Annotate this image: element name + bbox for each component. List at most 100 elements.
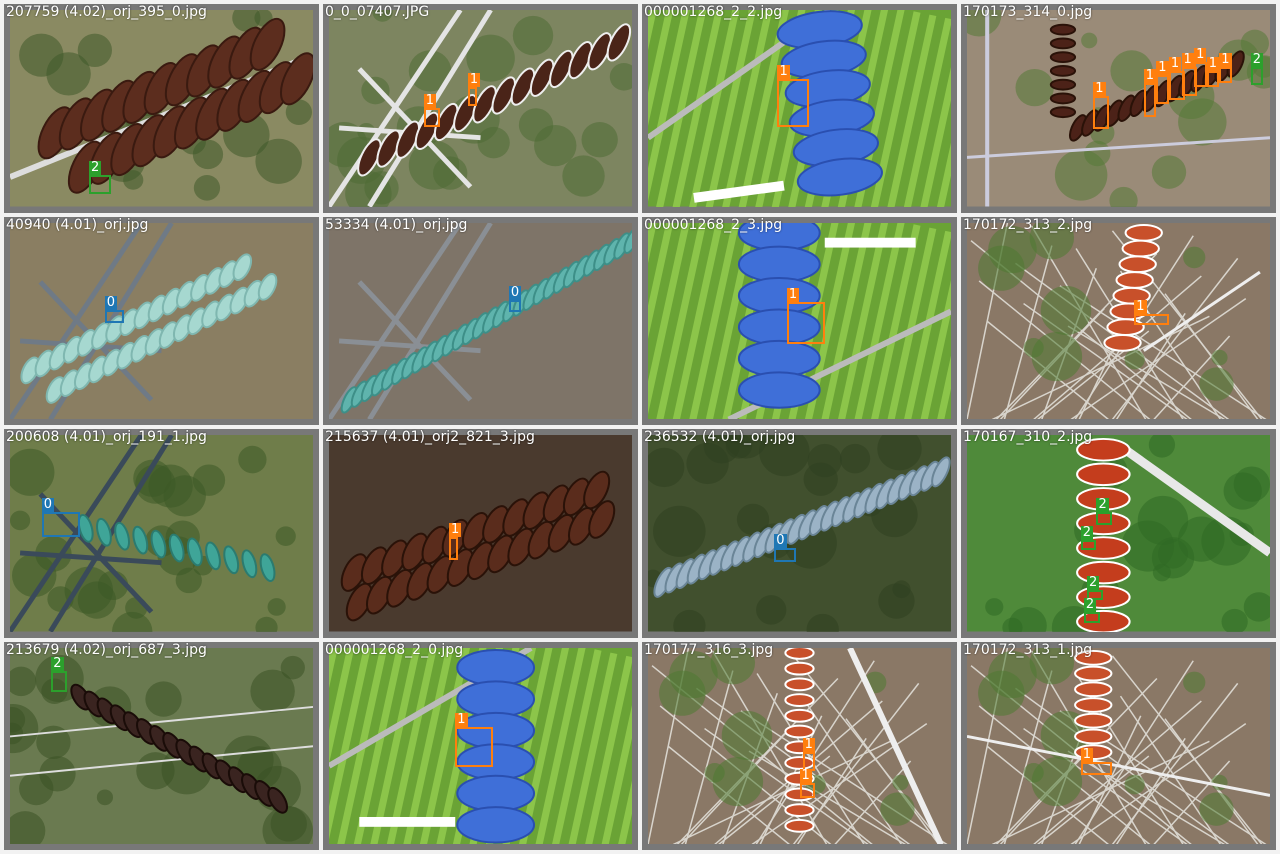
detection-class-label: 1 (455, 711, 468, 727)
tile-photo (10, 647, 313, 844)
detection-class-label: 2 (1250, 51, 1264, 67)
tile-photo (648, 647, 951, 844)
detection-class-label: 1 (1093, 80, 1106, 96)
detection-class-label: 1 (786, 286, 800, 302)
detection-class-label: 2 (1080, 524, 1093, 540)
detection-box: 1 (1156, 60, 1169, 105)
mosaic-tile: 0_0_07407.JPG 1 1 (323, 4, 638, 213)
detection-box: 1 (1219, 52, 1232, 84)
tile-filename: 170172_313_2.jpg (963, 216, 1093, 233)
tile-filename: 207759 (4.02)_orj_395_0.jpg (6, 4, 207, 20)
mosaic-tile: 213679 (4.02)_orj_687_3.jpg 2 (4, 641, 319, 850)
detection-class-label: 2 (1096, 497, 1109, 513)
mosaic-tile: 170177_316_3.jpg 1 1 (642, 641, 957, 850)
tile-filename: 200608 (4.01)_orj_191_1.jpg (6, 429, 207, 445)
detection-class-label: 2 (51, 655, 64, 671)
detection-class-label: 1 (467, 72, 481, 88)
detection-class-label: 1 (1168, 55, 1182, 71)
detection-box: 1 (1143, 69, 1157, 117)
tile-photo (329, 10, 632, 207)
detection-box: 1 (455, 712, 494, 767)
detection-box: 2 (89, 160, 112, 194)
mosaic-tile: 207759 (4.02)_orj_395_0.jpg 2 (4, 4, 319, 213)
tile-photo (10, 10, 313, 207)
detection-box: 1 (1093, 81, 1110, 130)
mosaic-tile: 170172_313_2.jpg 1 (961, 216, 1276, 425)
detection-class-label: 0 (104, 295, 118, 311)
tile-photo (648, 10, 951, 207)
tile-filename: 40940 (4.01)_orj.jpg (6, 216, 149, 233)
tile-photo (967, 435, 1270, 632)
detection-class-label: 2 (89, 159, 102, 175)
detection-class-label: 1 (1156, 59, 1169, 75)
mosaic-tile: 000001268_2_3.jpg 1 (642, 216, 957, 425)
detection-box: 1 (786, 287, 825, 344)
detection-class-label: 1 (423, 93, 437, 109)
detection-box: 1 (1206, 56, 1220, 88)
detection-box: 1 (449, 523, 462, 561)
detection-class-label: 1 (799, 768, 812, 784)
detection-class-label: 2 (1083, 597, 1097, 613)
detection-class-label: 1 (1206, 55, 1219, 71)
tile-filename: 170177_316_3.jpg (644, 641, 774, 658)
tile-photo (648, 435, 951, 632)
detection-class-label: 0 (41, 497, 55, 513)
detection-class-label: 1 (1080, 747, 1093, 763)
tile-filename: 000001268_2_0.jpg (325, 641, 464, 658)
detection-box: 1 (1134, 300, 1169, 325)
detection-box: 0 (104, 296, 124, 323)
detection-class-label: 1 (777, 64, 790, 80)
detection-class-label: 2 (1087, 574, 1100, 590)
detection-class-label: 1 (1194, 47, 1207, 63)
detection-class-label: 1 (1134, 299, 1147, 315)
detection-box: 2 (51, 656, 67, 692)
tile-photo (329, 222, 632, 419)
tile-filename: 236532 (4.01)_orj.jpg (644, 429, 796, 445)
mosaic-tile: 53334 (4.01)_orj.jpg 0 (323, 216, 638, 425)
detection-class-label: 1 (1181, 51, 1194, 67)
tile-filename: 53334 (4.01)_orj.jpg (325, 216, 468, 233)
detection-box: 1 (1080, 748, 1113, 775)
mosaic-tile: 215637 (4.01)_orj2_821_3.jpg 1 (323, 429, 638, 638)
detection-class-label: 1 (1143, 68, 1156, 84)
tile-filename: 000001268_2_3.jpg (644, 216, 783, 233)
tile-filename: 170173_314_0.jpg (963, 4, 1093, 20)
tile-filename: 000001268_2_2.jpg (644, 4, 783, 20)
tile-filename: 170167_310_2.jpg (963, 429, 1093, 445)
mosaic-tile: 200608 (4.01)_orj_191_1.jpg 0 (4, 429, 319, 638)
mosaic-tile: 000001268_2_2.jpg 1 (642, 4, 957, 213)
tile-photo (967, 647, 1270, 844)
detection-box: 0 (508, 285, 522, 313)
detection-box: 2 (1096, 498, 1113, 525)
detection-box: 2 (1250, 52, 1264, 86)
detection-class-label: 0 (508, 284, 522, 300)
detection-box: 1 (423, 94, 440, 127)
tile-filename: 215637 (4.01)_orj2_821_3.jpg (325, 429, 535, 445)
detection-box: 0 (774, 533, 797, 563)
detection-box: 1 (1194, 48, 1207, 88)
detection-box: 1 (799, 769, 816, 798)
detection-box: 1 (777, 65, 809, 127)
mosaic-tile: 170172_313_1.jpg 1 (961, 641, 1276, 850)
tile-photo (10, 222, 313, 419)
detection-class-label: 0 (774, 532, 787, 548)
detection-box: 0 (41, 498, 80, 538)
detection-class-label: 1 (449, 522, 462, 538)
tile-filename: 0_0_07407.JPG (325, 4, 430, 20)
tile-photo (967, 222, 1270, 419)
tile-photo (648, 222, 951, 419)
tile-photo (10, 435, 313, 632)
tile-filename: 170172_313_1.jpg (963, 641, 1093, 658)
mosaic-tile: 236532 (4.01)_orj.jpg 0 (642, 429, 957, 638)
mosaic-tile: 40940 (4.01)_orj.jpg 0 (4, 216, 319, 425)
detection-box: 2 (1080, 525, 1097, 550)
mosaic-tile: 170167_310_2.jpg 2 2 2 2 (961, 429, 1276, 638)
mosaic-tile: 000001268_2_0.jpg 1 (323, 641, 638, 850)
detection-class-label: 1 (802, 737, 815, 752)
tile-photo (329, 435, 632, 632)
mosaic-tile: 170173_314_0.jpg 1 1 1 1 1 1 1 1 2 (961, 4, 1276, 213)
tile-filename: 213679 (4.02)_orj_687_3.jpg (6, 641, 207, 658)
detection-box: 1 (1168, 56, 1185, 100)
detection-box: 1 (1181, 52, 1198, 96)
